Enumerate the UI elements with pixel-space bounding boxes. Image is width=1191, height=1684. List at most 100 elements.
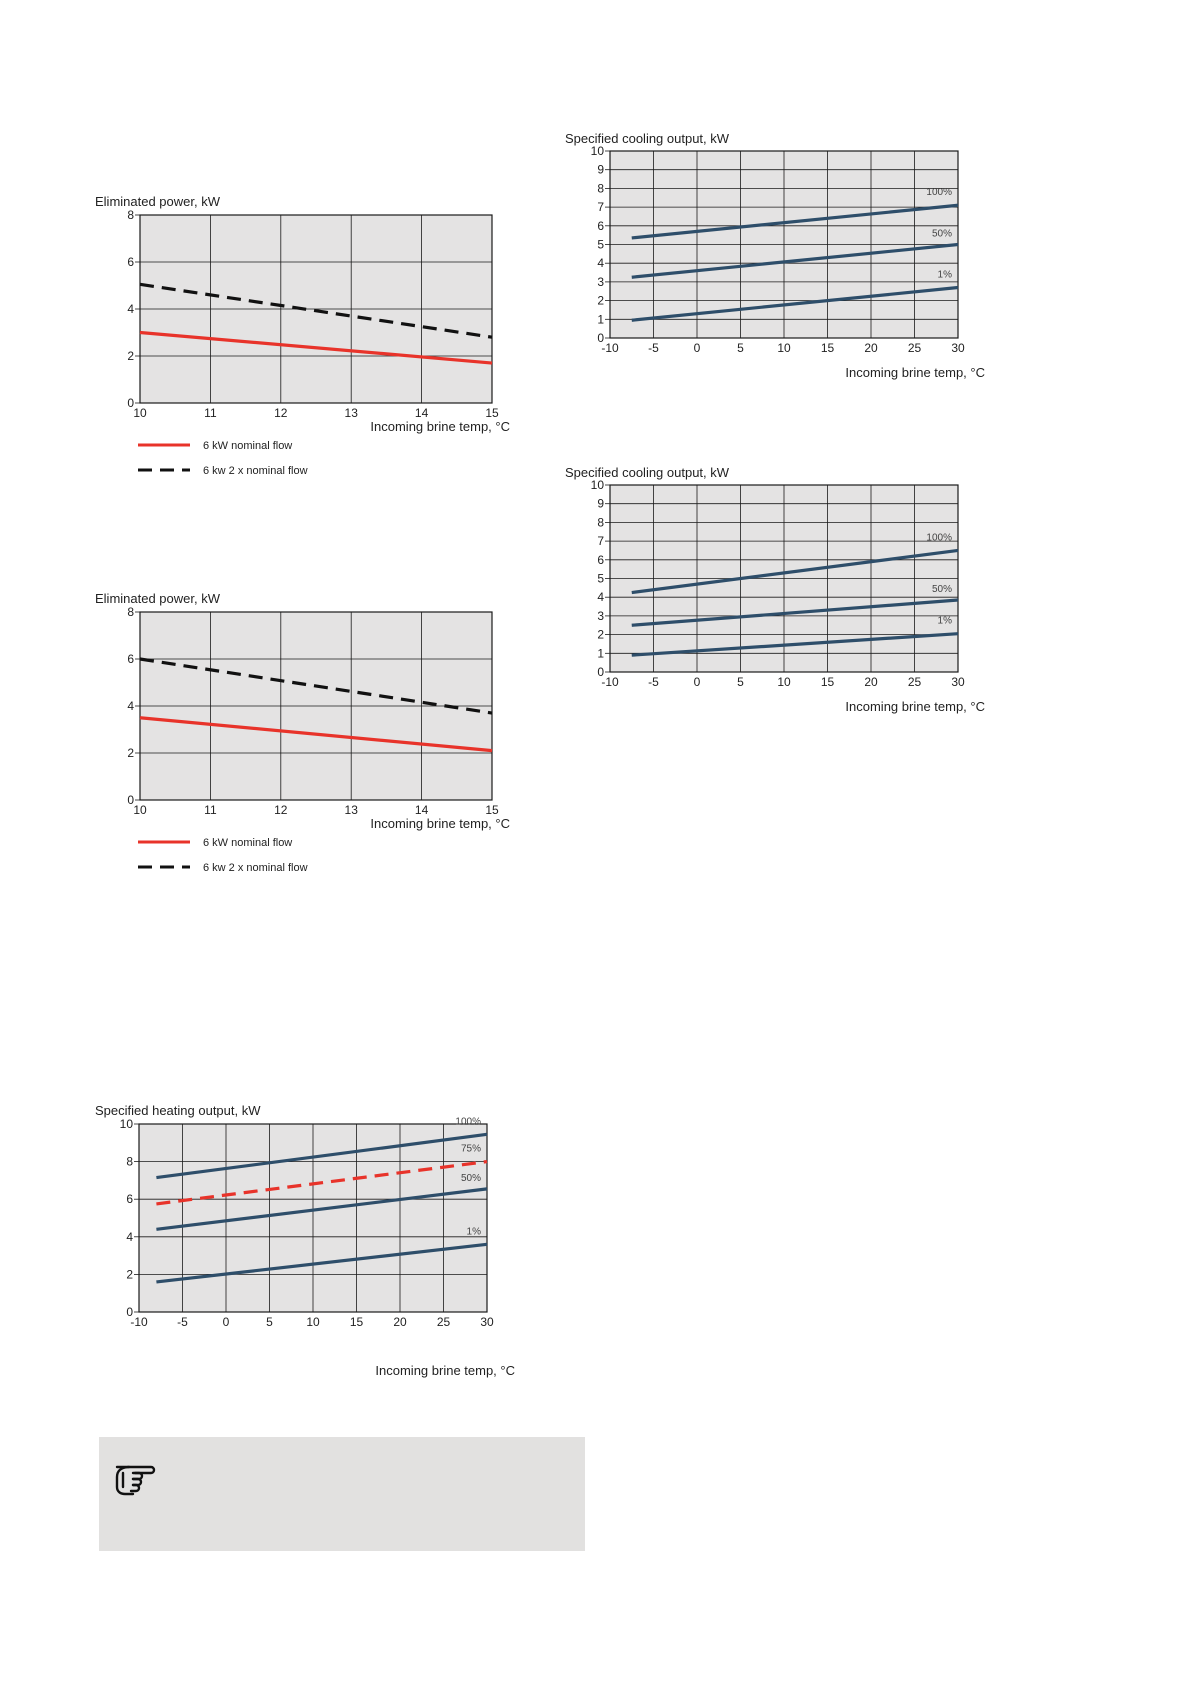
plot-frame bbox=[139, 611, 493, 801]
note-box bbox=[99, 1437, 585, 1551]
x-tick-label: 15 bbox=[821, 341, 835, 355]
chart-title: Specified cooling output, kW bbox=[565, 465, 730, 480]
y-tick-label: 7 bbox=[597, 534, 604, 548]
series-line-6-kw-nominal-flow bbox=[139, 716, 493, 753]
y-tick-label: 4 bbox=[127, 302, 134, 316]
series-label: 100% bbox=[926, 187, 952, 198]
x-tick-label: 11 bbox=[204, 803, 217, 817]
x-tick-label: 30 bbox=[951, 675, 965, 689]
x-tick-label: 15 bbox=[485, 406, 499, 420]
x-tick-label: 10 bbox=[777, 341, 791, 355]
x-tick-label: 20 bbox=[864, 675, 878, 689]
plot-frame bbox=[138, 1123, 488, 1313]
y-tick-label: 7 bbox=[597, 200, 604, 214]
y-tick-label: 6 bbox=[127, 255, 134, 269]
legend-label: 6 kW nominal flow bbox=[203, 837, 292, 849]
eliminated-power-chart-1: Eliminated power, kW 10 11 12 13 14 15 0 2 4 6 8 Inc… bbox=[95, 194, 510, 477]
x-tick-label: 13 bbox=[345, 803, 359, 817]
legend-label: 6 kW nominal flow bbox=[203, 440, 292, 452]
x-tick-label: -5 bbox=[648, 675, 659, 689]
x-tick-label: 5 bbox=[737, 341, 744, 355]
x-tick-label: 12 bbox=[274, 803, 288, 817]
y-tick-label: 2 bbox=[127, 349, 134, 363]
x-tick-label: 12 bbox=[274, 406, 288, 420]
x-tick-label: 25 bbox=[908, 341, 922, 355]
x-tick-label: 15 bbox=[350, 1315, 364, 1329]
chart-title: Specified cooling output, kW bbox=[565, 131, 730, 146]
series-line-100- bbox=[631, 203, 959, 240]
series-line-75- bbox=[156, 1160, 488, 1206]
chart-title: Eliminated power, kW bbox=[95, 591, 221, 606]
y-tick-label: 6 bbox=[597, 553, 604, 567]
x-tick-label: -5 bbox=[177, 1315, 188, 1329]
x-tick-label: 25 bbox=[908, 675, 922, 689]
y-tick-label: 8 bbox=[597, 515, 604, 529]
plot-frame bbox=[609, 484, 959, 673]
series-line-50- bbox=[156, 1187, 488, 1231]
x-axis-label: Incoming brine temp, °C bbox=[375, 1363, 515, 1378]
series-line-50- bbox=[631, 598, 959, 627]
x-tick-label: -10 bbox=[601, 341, 619, 355]
series-label: 1% bbox=[467, 1226, 482, 1237]
x-tick-label: 5 bbox=[737, 675, 744, 689]
y-tick-label: 6 bbox=[597, 219, 604, 233]
y-tick-label: 6 bbox=[127, 652, 134, 666]
x-tick-label: 30 bbox=[480, 1315, 494, 1329]
y-tick-label: 4 bbox=[126, 1230, 133, 1244]
x-axis-label: Incoming brine temp, °C bbox=[370, 419, 510, 434]
y-tick-label: 0 bbox=[597, 331, 604, 345]
series-line-1- bbox=[631, 285, 959, 322]
y-tick-label: 10 bbox=[591, 478, 605, 492]
x-axis-label: Incoming brine temp, °C bbox=[370, 816, 510, 831]
y-tick-label: 5 bbox=[597, 238, 604, 252]
eliminated-power-chart-2: Eliminated power, kW 10 11 12 13 14 15 0 2 4 6 8 Inc… bbox=[95, 591, 510, 874]
y-tick-label: 5 bbox=[597, 572, 604, 586]
x-tick-label: 14 bbox=[415, 406, 429, 420]
x-tick-label: 25 bbox=[437, 1315, 451, 1329]
cooling-output-chart-1: Specified cooling output, kW -10 -5 0 5 10 15 2… bbox=[565, 131, 985, 380]
y-tick-label: 8 bbox=[127, 208, 134, 222]
series-label: 1% bbox=[938, 270, 953, 281]
series-line-100- bbox=[631, 548, 959, 595]
y-tick-label: 4 bbox=[597, 590, 604, 604]
x-axis-label: Incoming brine temp, °C bbox=[845, 365, 985, 380]
series-line-1- bbox=[631, 632, 959, 657]
series-label: 100% bbox=[926, 532, 952, 543]
legend-label: 6 kw 2 x nominal flow bbox=[203, 465, 308, 477]
x-tick-label: -10 bbox=[601, 675, 619, 689]
plot-frame bbox=[139, 214, 493, 404]
x-tick-label: 5 bbox=[266, 1315, 273, 1329]
y-tick-label: 4 bbox=[127, 699, 134, 713]
y-tick-label: 8 bbox=[126, 1155, 133, 1169]
x-tick-label: 11 bbox=[204, 406, 217, 420]
x-tick-label: 14 bbox=[415, 803, 429, 817]
cooling-output-chart-2: Specified cooling output, kW -10 -5 0 5 10 15 2… bbox=[565, 465, 985, 714]
y-tick-label: 9 bbox=[597, 163, 604, 177]
series-label: 50% bbox=[932, 584, 952, 595]
series-line-100- bbox=[156, 1132, 488, 1180]
series-label: 100% bbox=[455, 1116, 481, 1127]
x-tick-label: 20 bbox=[864, 341, 878, 355]
y-tick-label: 10 bbox=[120, 1117, 134, 1131]
legend-label: 6 kw 2 x nominal flow bbox=[203, 862, 308, 874]
x-tick-label: 0 bbox=[694, 675, 701, 689]
x-tick-label: 10 bbox=[777, 675, 791, 689]
y-tick-label: 2 bbox=[126, 1267, 133, 1281]
heating-output-chart: Specified heating output, kW -10 -5 0 5 10 15 2… bbox=[95, 1103, 515, 1378]
chart-title: Specified heating output, kW bbox=[95, 1103, 261, 1118]
x-tick-label: 30 bbox=[951, 341, 965, 355]
y-tick-label: 0 bbox=[126, 1305, 133, 1319]
x-tick-label: 15 bbox=[485, 803, 499, 817]
series-line-6-kw-2-x-nominal-flow bbox=[139, 282, 493, 339]
y-tick-label: 4 bbox=[597, 256, 604, 270]
y-tick-label: 9 bbox=[597, 497, 604, 511]
x-tick-label: 15 bbox=[821, 675, 835, 689]
x-axis-label: Incoming brine temp, °C bbox=[845, 699, 985, 714]
x-tick-label: 10 bbox=[133, 803, 147, 817]
series-label: 50% bbox=[932, 229, 952, 240]
series-line-1- bbox=[156, 1242, 488, 1284]
x-tick-label: -5 bbox=[648, 341, 659, 355]
series-label: 50% bbox=[461, 1173, 481, 1184]
x-tick-label: -10 bbox=[130, 1315, 148, 1329]
y-tick-label: 3 bbox=[597, 609, 604, 623]
